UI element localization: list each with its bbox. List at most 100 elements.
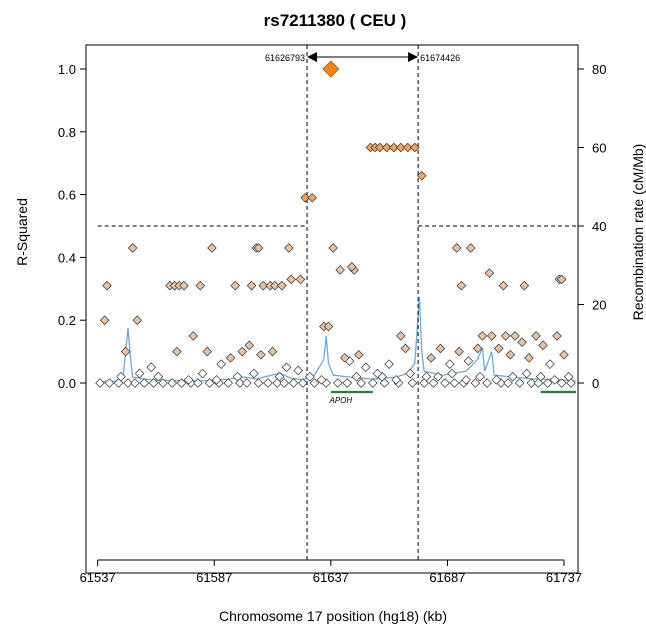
snp-point	[402, 142, 413, 153]
snp-point	[293, 365, 303, 376]
y-tick-label: 1.0	[58, 62, 76, 77]
snp-point	[197, 368, 208, 379]
y2-tick-label: 40	[592, 219, 606, 234]
snp-point	[179, 280, 189, 291]
snp-point	[456, 280, 467, 291]
snp-point	[382, 142, 392, 153]
snp-point	[463, 356, 474, 366]
snp-point	[531, 331, 541, 341]
snp-point	[300, 192, 310, 203]
plot-area-frame	[85, 44, 579, 574]
snp-point	[384, 359, 394, 369]
x-tick-label: 61587	[196, 570, 232, 585]
region-boundaries: 61626793 61674426	[265, 45, 460, 560]
region-arrow-right	[408, 52, 419, 62]
snp-point	[484, 268, 495, 278]
region-arrow-left	[307, 52, 318, 62]
snp-point	[340, 353, 350, 363]
snp-point	[503, 378, 513, 388]
snp-point	[493, 343, 504, 354]
snp-point	[347, 262, 357, 272]
snp-point	[461, 375, 471, 385]
snp-point	[451, 243, 462, 253]
snp-point	[158, 378, 168, 388]
snp-point	[563, 371, 574, 382]
gene-track: APOH	[328, 390, 576, 405]
snp-point	[102, 280, 112, 291]
snp-point	[274, 371, 285, 382]
snp-point	[465, 243, 476, 253]
snp-point	[559, 349, 569, 360]
snp-point	[235, 378, 245, 388]
snp-point	[146, 362, 157, 373]
snp-point	[556, 378, 567, 388]
snp-point	[130, 378, 140, 388]
snp-point	[246, 280, 257, 291]
snp-point	[395, 142, 406, 153]
snp-point	[204, 378, 215, 388]
snp-point	[232, 371, 243, 382]
snp-point	[545, 359, 555, 369]
snp-point	[277, 280, 287, 291]
snp-point	[298, 378, 308, 388]
snp-point	[333, 378, 343, 388]
snp-point	[279, 378, 289, 388]
snp-point	[193, 378, 203, 388]
snp-point	[421, 371, 432, 382]
snp-point	[477, 331, 488, 341]
snp-point	[211, 375, 222, 385]
snp-point	[507, 371, 518, 382]
snp-point	[505, 349, 516, 360]
snp-point	[356, 378, 366, 388]
x-axis-label: Chromosome 17 position (hg18) (kb)	[219, 608, 447, 624]
snp-point	[307, 192, 317, 203]
snp-point	[486, 331, 497, 341]
snp-point	[295, 274, 306, 285]
chart-title: rs7211380 ( CEU )	[264, 11, 407, 30]
y-axis-label: R-Squared	[14, 198, 30, 266]
snp-point	[526, 378, 537, 388]
snp-point	[542, 378, 553, 388]
y2-tick-label: 0	[592, 376, 599, 391]
snp-point	[172, 346, 182, 357]
snp-point	[395, 331, 406, 341]
snp-point	[249, 368, 259, 379]
snp-point	[176, 378, 187, 388]
snp-point	[351, 371, 362, 382]
snp-point	[475, 371, 485, 382]
snp-point	[95, 378, 105, 388]
region-start-label: 61626793	[265, 53, 305, 63]
snp-point	[361, 362, 371, 373]
snp-point	[286, 274, 296, 285]
snp-point	[519, 280, 530, 291]
snp-point	[510, 331, 520, 341]
snp-point	[316, 375, 327, 385]
y2-axis-label: Recombination rate (cM/Mb)	[630, 144, 646, 321]
snp-point	[134, 368, 145, 379]
snp-point	[120, 346, 131, 357]
snp-point	[552, 331, 562, 341]
snp-point	[281, 362, 292, 373]
y2-tick-label: 20	[592, 298, 606, 313]
snp-point	[132, 315, 143, 325]
y2-tick-label: 60	[592, 141, 606, 156]
snp-point	[447, 368, 457, 379]
snp-point	[342, 378, 352, 388]
snp-point	[491, 375, 502, 385]
x-tick-label: 61687	[429, 570, 465, 585]
snp-point	[472, 343, 483, 354]
snp-point	[524, 353, 534, 363]
snp-point	[388, 142, 399, 153]
snp-point	[139, 378, 150, 388]
snp-point	[284, 243, 294, 253]
snp-point	[372, 368, 383, 379]
snp-point	[230, 280, 241, 291]
gene-label: APOH	[328, 396, 352, 405]
snp-point	[148, 378, 159, 388]
snp-point	[549, 375, 560, 385]
snp-point	[99, 315, 110, 325]
snp-point	[202, 346, 213, 357]
axes: 61537 61587 61637 61687 61737 0.0 0.2 0.4 0.6 0.8…	[58, 62, 607, 585]
snp-point	[153, 371, 164, 382]
snp-point	[288, 378, 299, 388]
